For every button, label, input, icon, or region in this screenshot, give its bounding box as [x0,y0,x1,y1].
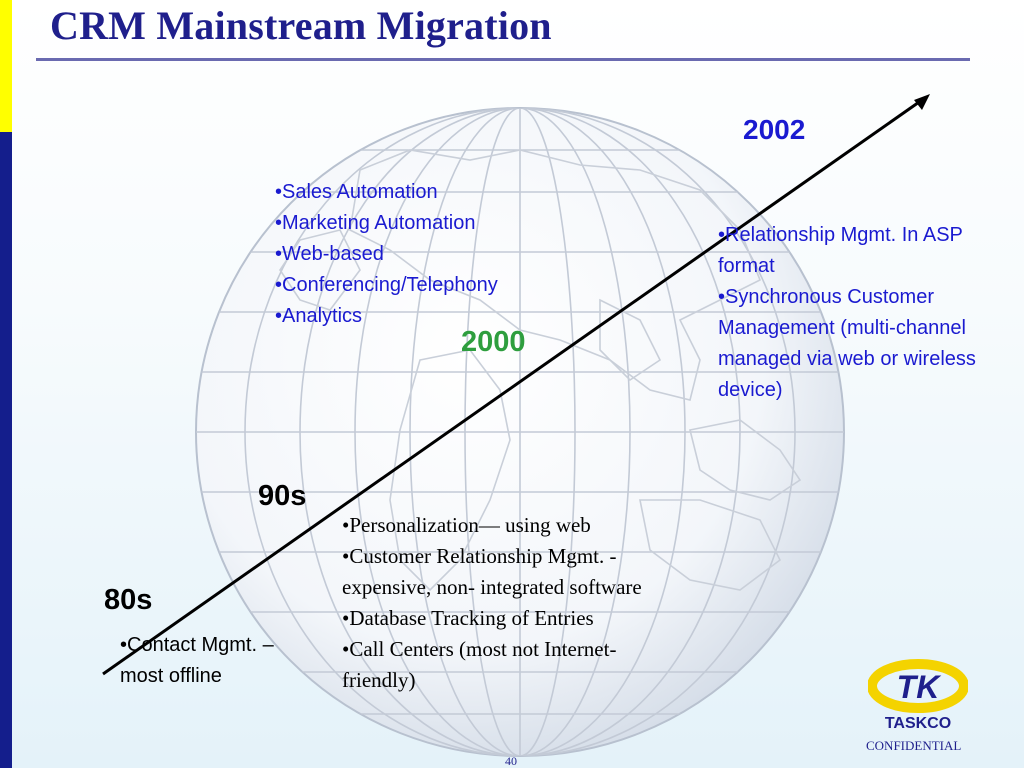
era-2000-list: •Sales Automation •Marketing Automation … [275,177,575,332]
side-bar [0,0,12,768]
era-label-80s: 80s [104,584,153,616]
slide-title: CRM Mainstream Migration [50,3,552,48]
list-item: •Contact Mgmt. – most offline [120,634,274,687]
confidential-label: CONFIDENTIAL [866,738,962,753]
era-label-2000: 2000 [461,326,526,358]
continent-outline [639,499,782,591]
continent-outline [389,349,511,592]
continent-outline [599,298,662,382]
list-item: •Sales Automation [275,181,438,203]
side-bar-accent [0,0,12,132]
list-item: •Relationship Mgmt. In ASP format [718,224,963,277]
continent-outline [689,419,802,501]
list-item: •Customer Relationship Mgmt. - expensive… [342,544,642,599]
list-item: •Conferencing/Telephony [275,274,498,296]
continent-outline [349,149,762,401]
list-item: •Marketing Automation [275,212,476,234]
taskco-logo-icon: TK TASKCO [867,659,969,732]
list-item: •Personalization— using web [342,513,591,537]
era-2002-list: •Relationship Mgmt. In ASP format •Synch… [718,220,1003,406]
list-item: •Web-based [275,243,384,265]
list-item: •Analytics [275,305,363,327]
era-label-90s: 90s [258,480,307,512]
list-item: •Database Tracking of Entries [342,606,594,630]
title-divider [36,58,970,61]
page-number: 40 [505,754,517,768]
era-80s-list: •Contact Mgmt. – most offline [120,630,310,692]
arrow-head-icon [914,94,930,110]
svg-text:TK: TK [897,669,943,705]
era-90s-list: •Personalization— using web •Customer Re… [342,510,687,696]
continent-outline [279,229,361,311]
era-label-2002: 2002 [743,114,806,145]
list-item: •Synchronous Customer Management (multi-… [718,286,976,401]
taskco-logo: TK TASKCO [867,656,969,736]
svg-text:TASKCO: TASKCO [885,715,951,732]
list-item: •Call Centers (most not Internet-friendl… [342,637,617,692]
